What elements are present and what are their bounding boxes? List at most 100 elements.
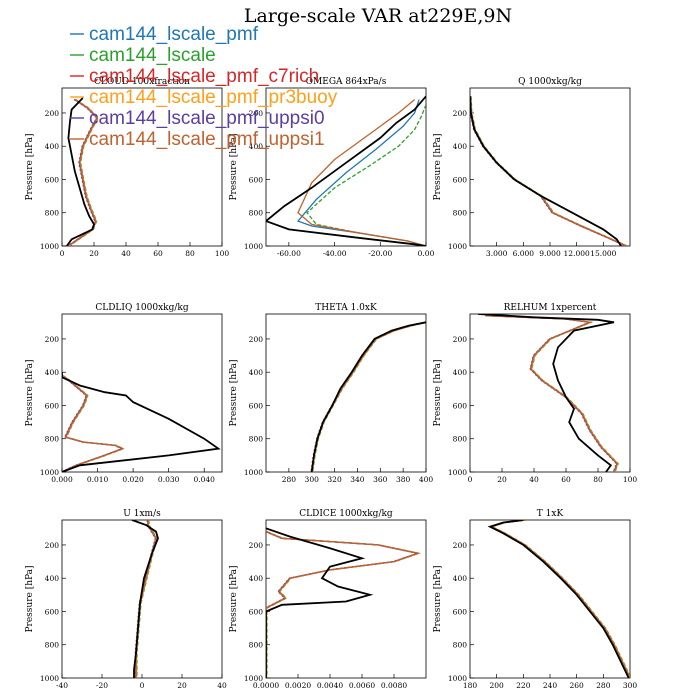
y-tick-label: 400 (249, 574, 264, 583)
reference-line (266, 95, 426, 246)
x-tick-label: -20.00 (368, 249, 392, 258)
y-tick-label: 600 (249, 401, 264, 410)
y-tick-label: 1000 (448, 242, 467, 251)
y-axis-label: Pressure [hPa] (229, 133, 239, 200)
y-tick-label: 400 (453, 574, 468, 583)
x-tick-label: 320 (327, 475, 342, 484)
x-tick-label: 60 (153, 249, 163, 258)
reference-line (62, 372, 221, 472)
plot-frame (469, 87, 631, 247)
y-tick-label: 400 (45, 142, 60, 151)
x-tick-label: -40.00 (323, 249, 347, 258)
x-tick-label: 300 (623, 681, 638, 690)
series-line (134, 520, 156, 678)
y-tick-label: 1000 (448, 468, 467, 477)
y-tick-label: 200 (249, 541, 264, 550)
legend-item: cam144_lscale_pmf (89, 24, 259, 45)
x-tick-label: 280 (282, 475, 297, 484)
x-tick-label: 40 (121, 249, 131, 258)
legend-item: cam144_lscale_pmf_uppsi1 (89, 129, 325, 150)
x-tick-label: 0.030 (158, 475, 180, 484)
x-tick-label: 0.0080 (381, 681, 407, 690)
series-line (470, 96, 626, 246)
panel-title: CLDICE 1000xkg/kg (299, 509, 393, 519)
series-line (310, 321, 426, 472)
y-tick-label: 600 (453, 607, 468, 616)
figure-title: Large-scale VAR at229E,9N (244, 5, 512, 27)
y-tick-label: 600 (45, 607, 60, 616)
y-tick-label: 800 (453, 209, 468, 218)
y-tick-label: 200 (45, 109, 60, 118)
reference-line (477, 314, 615, 472)
panel-4: CLDLIQ 1000xkg/kg Pressure [hPa] 200 400 600… (25, 303, 223, 484)
x-tick-label: 60 (561, 475, 571, 484)
series-line (135, 520, 157, 678)
y-tick-label: 400 (45, 574, 60, 583)
y-tick-label: 200 (45, 335, 60, 344)
legend: cam144_lscale_pmfcam144_lscalecam144_lsc… (70, 24, 338, 150)
x-tick-label: 15.000 (590, 249, 616, 258)
x-tick-label: 100 (623, 475, 638, 484)
series-line (135, 520, 157, 678)
x-tick-label: 340 (350, 475, 365, 484)
y-axis-label: Pressure [hPa] (433, 133, 443, 200)
panel-title: Q 1000xkg/kg (518, 77, 582, 87)
series-line (486, 315, 619, 472)
y-tick-label: 800 (249, 209, 264, 218)
y-tick-label: 800 (45, 641, 60, 650)
y-tick-label: 600 (249, 607, 264, 616)
legend-item: cam144_lscale (89, 45, 216, 66)
x-tick-label: -60.00 (277, 249, 301, 258)
series-line (310, 321, 426, 472)
y-tick-label: 1000 (40, 242, 59, 251)
series-line (62, 375, 124, 472)
x-tick-label: 20 (497, 475, 507, 484)
x-tick-label: 0 (140, 681, 145, 690)
series-line (486, 315, 619, 472)
x-tick-label: 400 (419, 475, 434, 484)
y-tick-label: 600 (453, 401, 468, 410)
reference-line (266, 527, 374, 678)
x-tick-label: 180 (463, 681, 478, 690)
plot-frame (469, 519, 631, 679)
x-tick-label: 300 (305, 475, 320, 484)
plot-frame (61, 87, 223, 247)
panel-2: OMEGA 864xPa/s Pressure [hPa] 200 400 600 800… (229, 77, 435, 258)
y-axis-label: Pressure [hPa] (25, 359, 35, 426)
y-axis-label: Pressure [hPa] (229, 565, 239, 632)
series-line (297, 99, 426, 246)
series-line (266, 531, 421, 678)
y-tick-label: 1000 (448, 674, 467, 683)
y-tick-label: 200 (453, 541, 468, 550)
series-line (489, 520, 630, 678)
legend-item: cam144_lscale_pmf_c7rich (89, 66, 319, 87)
y-axis-label: Pressure [hPa] (229, 359, 239, 426)
x-tick-label: 0 (60, 249, 65, 258)
series-line (470, 96, 627, 246)
x-tick-label: 9.000 (539, 249, 561, 258)
x-tick-label: 240 (543, 681, 558, 690)
plot-frame (61, 313, 223, 473)
plot-frame (265, 519, 427, 679)
y-tick-label: 600 (249, 175, 264, 184)
y-tick-label: 600 (45, 401, 60, 410)
x-tick-label: 80 (593, 475, 603, 484)
reference-line (66, 97, 95, 246)
panel-title: U 1xm/s (123, 509, 161, 519)
y-tick-label: 200 (45, 541, 60, 550)
y-tick-label: 1000 (244, 674, 263, 683)
plot-frame (265, 87, 427, 247)
series-line (470, 96, 627, 246)
panel-5: THETA 1.0xK Pressure [hPa] 200 400 600 800 100… (229, 303, 433, 484)
x-tick-label: 0.0000 (253, 681, 279, 690)
y-tick-label: 200 (249, 335, 264, 344)
x-tick-label: 380 (396, 475, 411, 484)
y-tick-label: 200 (453, 335, 468, 344)
y-tick-label: 800 (45, 209, 60, 218)
y-axis-label: Pressure [hPa] (433, 359, 443, 426)
